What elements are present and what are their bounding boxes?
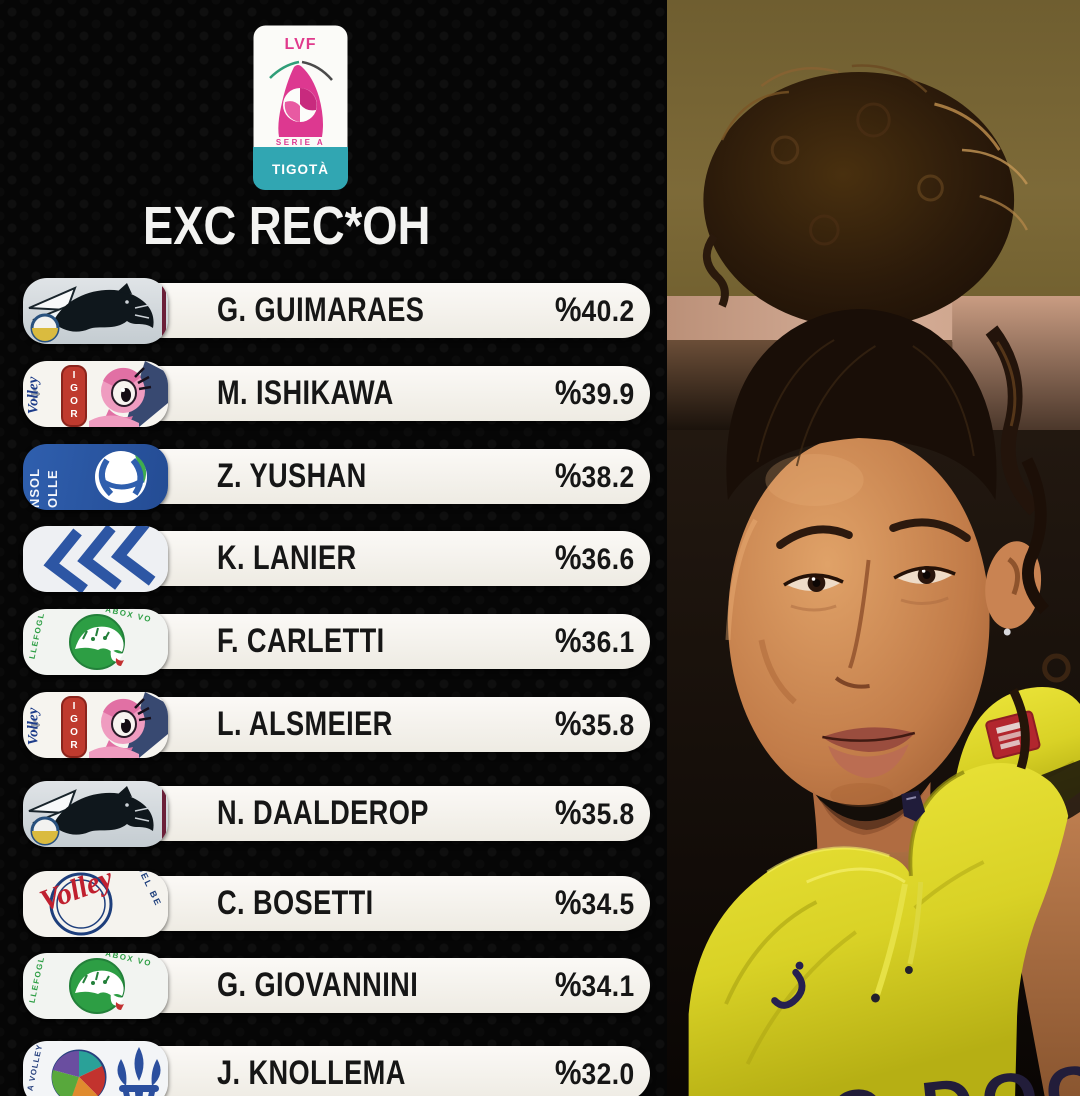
bird-mark [31,719,40,731]
badge-arc-right [301,60,333,81]
player-name: N. DAALDEROP [217,794,429,832]
player-photo-art: O DOC [667,0,1080,1096]
vallefoglia-tiger-logo: ABOX VO LLEFOGL [23,609,168,675]
ranking-panel: LVF SERIE A TIGOTÀ EXC REC*OH [0,0,667,1096]
igor-badge: IGOR [61,365,87,427]
panther-silhouette [53,289,154,332]
badge-league-text: LVF [284,36,316,53]
tiger-head [75,626,124,652]
nose [848,559,871,669]
earring [1003,628,1011,636]
player-name: G. GIOVANNINI [217,966,419,1004]
ring-outer [49,872,113,936]
ranking-row: G. GUIMARAES % 40.2 [23,278,650,344]
wing-shape [28,789,77,815]
player-value: % 36.1 [555,622,635,660]
player-name: J. KNOLLEMA [217,1054,406,1092]
page-title: EXC REC*OH [143,196,431,256]
igor-badge: IGOR [61,696,87,758]
conegliano-panther-logo [23,781,168,847]
fleur-de-lis [117,1047,161,1096]
jersey [688,763,1069,1096]
navy-ribbon [127,361,168,427]
igor-volley-text: Volley [25,376,42,415]
wing-shape [28,286,77,312]
team-logo: Volley IGOR [23,361,168,427]
player-value: % 35.8 [555,794,635,832]
ranking-row: N. DAALDEROP % 35.8 [23,781,650,847]
player-value: % 34.1 [555,966,635,1004]
ranking-list: G. GUIMARAES % 40.2 Volley IGOR M. ISHIKA… [23,278,650,1096]
team-logo: ABOX VO LLEFOGL [23,609,168,675]
league-badge-icon: LVF SERIE A TIGOTÀ [253,25,348,190]
joma-logo [771,961,806,1009]
eyebrow-right [889,518,971,542]
ranking-row: K. LANIER % 36.6 [23,526,650,592]
neck-emblem [901,790,926,822]
ranking-row: ABOX VO LLEFOGL G. GIOVANNINI % 34.1 [23,953,650,1019]
hair [702,64,1071,770]
player-value: % 32.0 [555,1054,635,1092]
team-logo: Volley IGOR [23,692,168,758]
ranking-row: Volley IGOR L. ALSMEIER % 35.8 [23,692,650,758]
igor-badge-text: IGOR [68,370,80,422]
face [725,435,990,807]
player-value: % 36.6 [555,539,635,577]
del-bene-volley-logo: Volley DEL BE [23,871,168,937]
igor-badge-text: IGOR [68,701,80,753]
player-value: % 38.2 [555,457,635,495]
league-badge: LVF SERIE A TIGOTÀ [253,25,348,190]
player-value: % 40.2 [555,291,635,329]
ranking-row: A VOLLEY J. KNOLLEMA % 32.0 [23,1041,650,1096]
igor-volley-text: Volley [25,707,42,746]
player-value: % 34.5 [555,884,635,922]
player-name: L. ALSMEIER [217,705,393,743]
ring-inner [56,879,106,929]
chevron-marks [43,526,156,592]
tiger-head [75,970,124,996]
player-name: M. ISHIKAWA [217,374,394,412]
player-name: K. LANIER [217,539,357,577]
ranking-row: Volley IGOR M. ISHIKAWA % 39.9 [23,361,650,427]
team-logo [23,781,168,847]
lower-lip [828,744,909,778]
ranking-row: ABOX VO LLEFOGL F. CARLETTI % 36.1 [23,609,650,675]
vallefoglia-tiger-logo: ABOX VO LLEFOGL [23,953,168,1019]
drawstring-right [907,881,924,965]
badge-sponsor-text: TIGOTÀ [272,162,329,177]
player-name: F. CARLETTI [217,622,385,660]
consolini-volley-logo: NSOL OLLE [23,444,168,510]
badge-teal-band [253,147,348,190]
player-name: G. GUIMARAES [217,291,425,329]
igor-novara-logo: Volley IGOR [23,692,168,758]
player-name: C. BOSETTI [217,884,374,922]
blue-chevrons-logo [23,526,168,592]
team-logo: NSOL OLLE [23,444,168,510]
player-name: Z. YUSHAN [217,457,367,495]
conegliano-panther-logo [23,278,168,344]
eyebrow-left [776,525,853,549]
player-photo: O DOC [667,0,1080,1096]
team-logo [23,526,168,592]
ranking-row: Volley DEL BE C. BOSETTI % 34.5 [23,871,650,937]
igor-novara-logo: Volley IGOR [23,361,168,427]
navy-ribbon [127,692,168,758]
player-value: % 39.9 [555,374,635,412]
badge-arc-left [269,60,300,79]
player-value: % 35.8 [555,705,635,743]
firenze-giglio-logo: A VOLLEY [23,1041,168,1096]
team-logo [23,278,168,344]
bird-mark [31,388,40,400]
drawstring-left [874,883,908,995]
team-logo: Volley DEL BE [23,871,168,937]
badge-series-text: SERIE A [276,138,325,147]
panther-silhouette [53,792,154,835]
team-logo: A VOLLEY [23,1041,168,1096]
team-logo: ABOX VO LLEFOGL [23,953,168,1019]
ranking-row: NSOL OLLE Z. YUSHAN % 38.2 [23,444,650,510]
